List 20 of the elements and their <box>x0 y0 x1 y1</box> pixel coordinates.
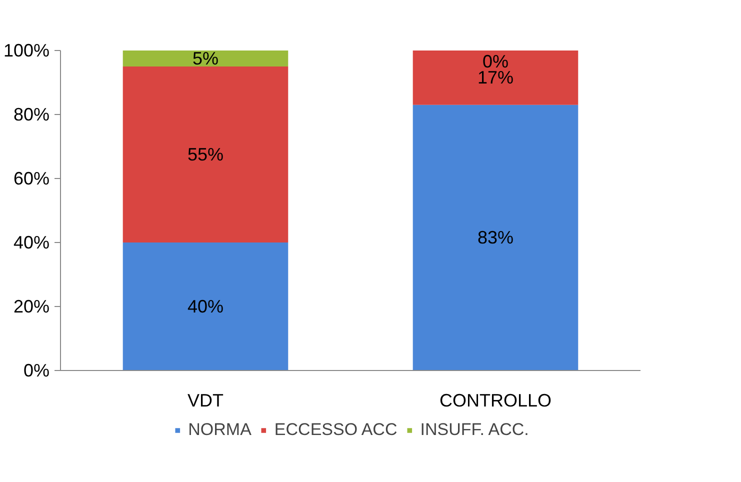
legend-label: NORMA <box>188 420 252 440</box>
y-tick-label: 20% <box>13 296 50 316</box>
bar <box>412 104 578 370</box>
y-tick-label: 0% <box>23 360 50 380</box>
y-tick-label: 40% <box>13 232 50 252</box>
data-label: 40% <box>187 296 224 316</box>
y-tick-label: 60% <box>13 168 50 188</box>
legend-label: INSUFF. ACC. <box>420 420 529 440</box>
bar <box>122 66 288 242</box>
y-tick-label: 80% <box>13 104 50 124</box>
data-label: 83% <box>477 228 514 248</box>
bar <box>122 50 288 66</box>
y-tick-label: 100% <box>3 40 50 60</box>
x-tick-label: VDT <box>188 390 224 410</box>
bar <box>122 242 288 370</box>
bar <box>412 50 578 105</box>
x-tick-label: CONTROLLO <box>439 390 552 410</box>
data-label: 5% <box>192 48 219 68</box>
legend-label: ECCESSO ACC <box>274 420 398 440</box>
data-label: 55% <box>187 144 224 164</box>
